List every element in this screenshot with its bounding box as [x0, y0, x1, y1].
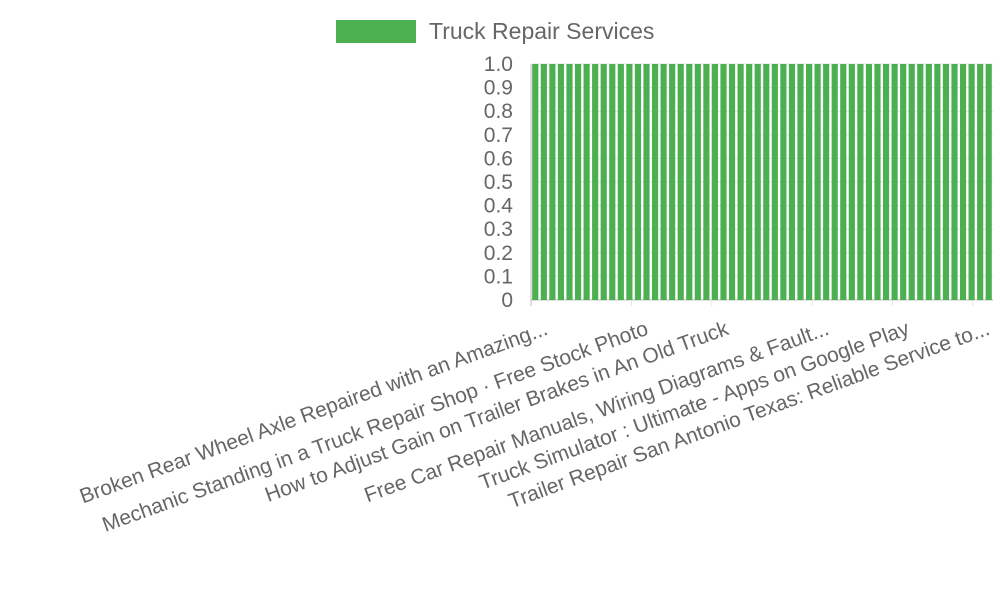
- bar[interactable]: [728, 64, 736, 300]
- bar[interactable]: [583, 64, 590, 300]
- bar[interactable]: [574, 64, 582, 300]
- bar[interactable]: [917, 64, 924, 300]
- y-axis: 00.10.20.30.40.50.60.70.80.91.0: [484, 53, 532, 312]
- bar[interactable]: [763, 64, 770, 300]
- y-tick-label: 0.4: [484, 195, 514, 218]
- y-tick-label: 0: [501, 289, 513, 312]
- bar[interactable]: [814, 64, 821, 300]
- bar[interactable]: [720, 64, 727, 300]
- y-tick-label: 0.8: [484, 100, 513, 123]
- bar[interactable]: [771, 64, 778, 300]
- bar[interactable]: [788, 64, 796, 300]
- bar[interactable]: [540, 64, 547, 300]
- y-tick-label: 0.6: [484, 147, 513, 170]
- y-tick-label: 0.3: [484, 218, 513, 241]
- legend[interactable]: Truck Repair Services: [336, 18, 654, 44]
- bar[interactable]: [626, 64, 633, 300]
- bar[interactable]: [968, 64, 975, 300]
- bar[interactable]: [959, 64, 967, 300]
- y-tick-label: 0.1: [484, 265, 513, 288]
- bar[interactable]: [643, 64, 650, 300]
- bar[interactable]: [977, 64, 984, 300]
- bar[interactable]: [882, 64, 890, 300]
- legend-swatch: [336, 20, 416, 43]
- bar[interactable]: [780, 64, 787, 300]
- bar[interactable]: [848, 64, 855, 300]
- y-tick-label: 0.7: [484, 124, 513, 147]
- x-axis: Broken Rear Wheel Axle Repaired with an …: [77, 317, 993, 537]
- y-tick-label: 0.9: [484, 77, 513, 100]
- y-tick-label: 0.2: [484, 242, 513, 265]
- grid: [530, 63, 993, 306]
- bar[interactable]: [600, 64, 607, 300]
- bar[interactable]: [737, 64, 744, 300]
- bar[interactable]: [900, 64, 907, 300]
- bar[interactable]: [669, 64, 676, 300]
- bar[interactable]: [532, 64, 539, 300]
- bar[interactable]: [592, 64, 599, 300]
- bar[interactable]: [942, 64, 950, 300]
- bar[interactable]: [840, 64, 847, 300]
- bar[interactable]: [617, 64, 624, 300]
- bar[interactable]: [805, 64, 813, 300]
- bar[interactable]: [660, 64, 667, 300]
- bar[interactable]: [566, 64, 573, 300]
- bar[interactable]: [934, 64, 941, 300]
- bar[interactable]: [797, 64, 804, 300]
- bar[interactable]: [677, 64, 684, 300]
- y-tick-label: 1.0: [484, 53, 513, 76]
- bar[interactable]: [865, 64, 873, 300]
- bar[interactable]: [831, 64, 838, 300]
- bar[interactable]: [651, 64, 659, 300]
- bar[interactable]: [908, 64, 915, 300]
- bar[interactable]: [951, 64, 958, 300]
- bar[interactable]: [634, 64, 642, 300]
- bar[interactable]: [891, 64, 898, 300]
- bar[interactable]: [549, 64, 556, 300]
- bars: [532, 64, 992, 300]
- bar[interactable]: [686, 64, 693, 300]
- bar[interactable]: [874, 64, 881, 300]
- bar[interactable]: [557, 64, 565, 300]
- bar[interactable]: [703, 64, 710, 300]
- bar[interactable]: [857, 64, 864, 300]
- bar[interactable]: [985, 64, 992, 300]
- bar[interactable]: [694, 64, 701, 300]
- y-tick-label: 0.5: [484, 171, 513, 194]
- bar[interactable]: [609, 64, 616, 300]
- bar[interactable]: [754, 64, 761, 300]
- bar[interactable]: [711, 64, 719, 300]
- bar[interactable]: [823, 64, 830, 300]
- bar[interactable]: [925, 64, 932, 300]
- bar[interactable]: [746, 64, 753, 300]
- legend-label: Truck Repair Services: [429, 18, 654, 44]
